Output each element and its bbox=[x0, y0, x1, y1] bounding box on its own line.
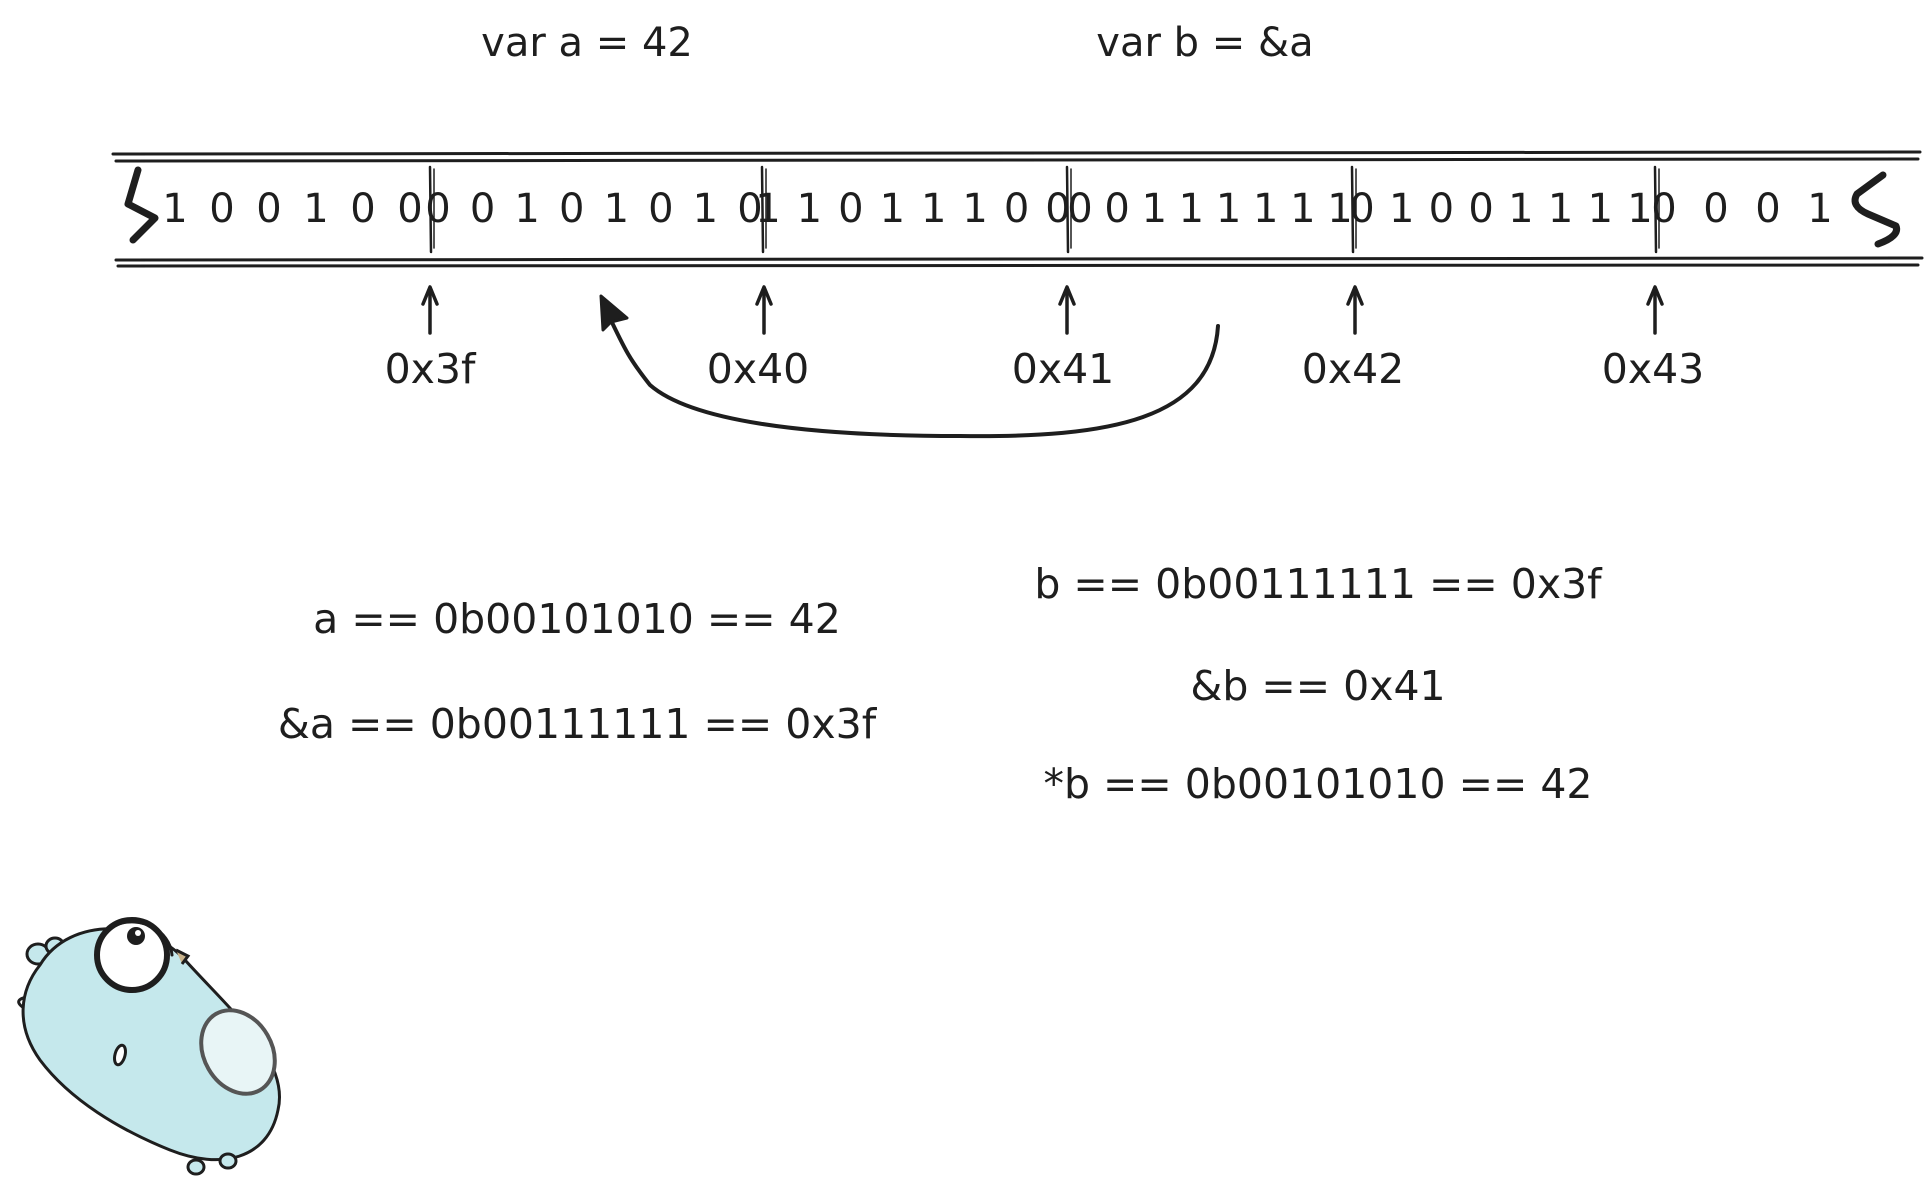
byte-divider bbox=[1065, 165, 1070, 254]
expressions-a: a == 0b00101010 == 42&a == 0b00111111 ==… bbox=[278, 595, 878, 748]
expression-a-line: a == 0b00101010 == 42 bbox=[313, 595, 841, 643]
break-mark-right-icon bbox=[1851, 171, 1901, 248]
memory-bit: 1 bbox=[1142, 186, 1167, 232]
address-arrows bbox=[421, 285, 1664, 335]
memory-bit: 1 bbox=[921, 186, 946, 232]
memory-bit: 0 bbox=[1703, 186, 1728, 232]
expressions-b: b == 0b00111111 == 0x3f&b == 0x41 *b == 0… bbox=[1034, 560, 1603, 808]
address-labels: 0x3f 0x40 0x41 0x42 0x43 bbox=[385, 345, 1705, 393]
memory-bit: 0 bbox=[1429, 186, 1454, 232]
memory-bits: 1 0 0 1 0 0 0 0 1 0 1 0 1 01 1 0 1 1 1 0 00 0 1 1 1 1 1 10 1 0 0 1 1 1 10 0… bbox=[162, 186, 1832, 232]
address-label: 0x3f bbox=[385, 345, 477, 393]
memory-bit: 1 bbox=[514, 186, 539, 232]
memory-bit: 1 bbox=[693, 186, 718, 232]
memory-bit: 1 bbox=[303, 186, 328, 232]
byte-divider bbox=[1350, 165, 1355, 254]
byte-divider bbox=[1653, 165, 1658, 254]
memory-bit: 0 bbox=[648, 186, 673, 232]
break-mark-left-icon bbox=[124, 166, 159, 244]
memory-strip: 1 0 0 1 0 0 0 0 1 0 1 0 1 01 1 0 1 1 1 0 00 0 1 1 1 1 1 10 1 0 0 1 1 1 10 0… bbox=[111, 150, 1924, 269]
memory-bit: 1 bbox=[797, 186, 822, 232]
expression-b-line: b == 0b00111111 == 0x3f bbox=[1034, 560, 1603, 608]
memory-bit: 1 bbox=[1389, 186, 1414, 232]
byte-divider bbox=[760, 165, 765, 254]
memory-bit: 0 bbox=[209, 186, 234, 232]
memory-bit: 1 bbox=[1548, 186, 1573, 232]
memory-bit: 1 bbox=[1327, 186, 1352, 232]
memory-bit: 1 bbox=[1588, 186, 1613, 232]
gopher-mascot-icon bbox=[17, 917, 281, 1176]
memory-bit: 1 bbox=[162, 186, 187, 232]
memory-bit: 0 bbox=[397, 186, 422, 232]
memory-bit: 0 bbox=[1468, 186, 1493, 232]
address-label: 0x40 bbox=[707, 345, 810, 393]
declaration-a: var a = 42 bbox=[481, 20, 693, 66]
memory-bit: 0 bbox=[350, 186, 375, 232]
memory-bit: 0 bbox=[470, 186, 495, 232]
memory-bit: 1 bbox=[604, 186, 629, 232]
memory-bit: 1 bbox=[1253, 186, 1278, 232]
memory-bit: 1 bbox=[880, 186, 905, 232]
memory-bit: 1 bbox=[1627, 186, 1652, 232]
memory-bit: 1 bbox=[1179, 186, 1204, 232]
declaration-b: var b = &a bbox=[1096, 20, 1313, 66]
byte-divider bbox=[428, 165, 433, 254]
expression-b-line: &b == 0x41 bbox=[1190, 662, 1445, 710]
memory-bit: 1 bbox=[755, 186, 780, 232]
memory-bit: 1 bbox=[962, 186, 987, 232]
expression-a-line: &a == 0b00111111 == 0x3f bbox=[278, 700, 878, 748]
memory-bit: 1 bbox=[1807, 186, 1832, 232]
address-label: 0x41 bbox=[1012, 345, 1115, 393]
memory-bit: 1 bbox=[1508, 186, 1533, 232]
memory-bit: 0 bbox=[1104, 186, 1129, 232]
memory-bit: 0 bbox=[838, 186, 863, 232]
memory-bit: 0 bbox=[737, 186, 762, 232]
address-label: 0x43 bbox=[1602, 345, 1705, 393]
memory-bit: 0 bbox=[1755, 186, 1780, 232]
memory-bit: 0 bbox=[256, 186, 281, 232]
memory-bit: 0 bbox=[1004, 186, 1029, 232]
byte-dividers bbox=[428, 165, 1660, 254]
pointer-arrow-icon bbox=[599, 294, 1220, 439]
expression-b-line: *b == 0b00101010 == 42 bbox=[1043, 760, 1592, 808]
address-label: 0x42 bbox=[1302, 345, 1405, 393]
memory-bit: 0 bbox=[559, 186, 584, 232]
memory-bit: 1 bbox=[1216, 186, 1241, 232]
memory-bit: 1 bbox=[1290, 186, 1315, 232]
